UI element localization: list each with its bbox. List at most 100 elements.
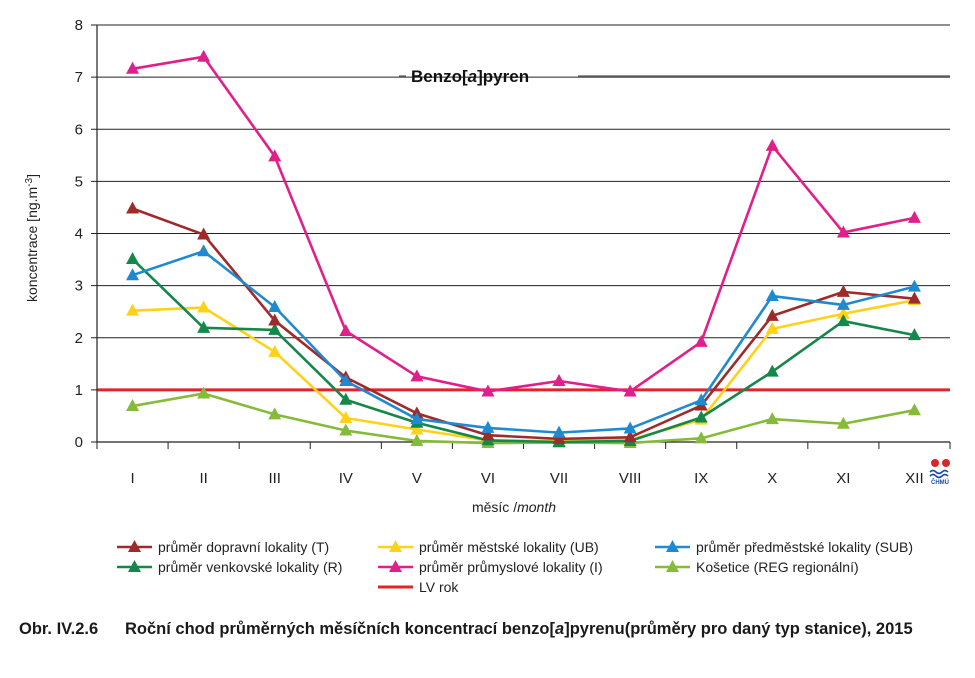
data-point-marker <box>126 252 140 265</box>
data-point-marker <box>907 210 921 223</box>
y-tick-label: 1 <box>75 382 83 399</box>
data-point-marker <box>339 423 353 436</box>
data-point-marker <box>268 313 282 326</box>
series-2 <box>126 293 921 446</box>
data-point-marker <box>126 201 140 214</box>
data-point-marker <box>552 425 566 438</box>
data-point-marker <box>765 289 779 302</box>
data-point-marker <box>339 392 353 405</box>
data-point-marker <box>623 384 637 397</box>
y-tick-label: 0 <box>75 434 83 451</box>
data-point-marker <box>481 420 495 433</box>
series-line <box>132 392 915 445</box>
data-point-marker <box>339 323 353 336</box>
data-point-marker <box>410 433 424 446</box>
series-line <box>131 258 915 444</box>
data-point-marker <box>268 344 282 357</box>
data-point-marker <box>339 411 353 424</box>
legend-swatch-marker <box>666 540 679 552</box>
legend-label: Košetice (REG regionální) <box>696 559 859 575</box>
y-tick-label: 4 <box>75 226 83 243</box>
data-point-marker <box>268 407 282 420</box>
data-point-marker <box>197 49 211 62</box>
legend-label: průměr venkovské lokality (R) <box>158 559 342 575</box>
legend-label: průměr městské lokality (UB) <box>419 539 599 555</box>
series-lines <box>126 49 921 449</box>
data-point-marker <box>907 328 921 341</box>
chmu-logo: ČHMÚ <box>929 459 950 486</box>
data-point-marker <box>197 244 211 257</box>
legend-item-reference: LV rok <box>378 579 459 595</box>
legend: průměr dopravní lokality (T) průměr městs… <box>117 539 913 595</box>
data-point-marker <box>410 422 424 435</box>
data-point-marker <box>197 227 211 240</box>
legend-label: průměr předměstské lokality (SUB) <box>696 539 913 555</box>
data-point-marker <box>197 300 211 313</box>
y-tick-label: 2 <box>75 330 83 347</box>
y-tick-label: 6 <box>75 121 83 138</box>
legend-item: Košetice (REG regionální) <box>655 559 859 575</box>
data-point-marker <box>126 268 140 281</box>
x-tick-label: XII <box>905 470 923 487</box>
data-point-marker <box>694 393 708 406</box>
series-3 <box>126 49 921 397</box>
data-point-marker <box>694 334 708 347</box>
y-tick-labels: 0 1 2 3 4 5 6 7 8 <box>75 17 83 451</box>
chart-title: Benzo[a]pyren <box>411 67 529 86</box>
series-line <box>132 55 915 393</box>
gridlines <box>91 24 950 443</box>
y-tick-label: 5 <box>75 173 83 190</box>
x-tick-label: IV <box>339 470 353 487</box>
data-point-marker <box>907 403 921 416</box>
data-point-marker <box>836 314 850 327</box>
data-point-marker <box>481 384 495 397</box>
data-point-marker <box>765 364 779 377</box>
legend-swatch-marker <box>666 560 679 572</box>
data-point-marker <box>197 386 211 399</box>
legend-swatch-marker <box>389 540 402 552</box>
y-axis-title: koncentrace [ng.m-3] <box>24 174 41 302</box>
data-point-marker <box>339 374 353 387</box>
data-point-marker <box>694 431 708 444</box>
x-tick-label: V <box>412 470 422 487</box>
x-tick-label: I <box>130 470 134 487</box>
data-point-marker <box>410 412 424 425</box>
data-point-marker <box>836 416 850 429</box>
y-tick-label: 7 <box>75 69 83 86</box>
data-point-marker <box>907 291 921 304</box>
data-point-marker <box>126 399 140 412</box>
x-tick-label: VI <box>481 470 495 487</box>
x-tick-label: VIII <box>619 470 642 487</box>
caption-number: Obr. IV.2.6 <box>19 620 99 638</box>
legend-label: průměr dopravní lokality (T) <box>158 539 329 555</box>
series-1 <box>126 252 921 447</box>
data-point-marker <box>907 279 921 292</box>
legend-item: průměr dopravní lokality (T) <box>117 539 329 555</box>
x-tick-label: XI <box>836 470 850 487</box>
data-point-marker <box>623 421 637 434</box>
data-point-marker <box>410 369 424 382</box>
x-tick-label: VII <box>550 470 568 487</box>
legend-label: průměr průmyslové lokality (I) <box>419 559 603 575</box>
series-5 <box>126 386 921 449</box>
data-point-marker <box>552 374 566 387</box>
data-point-marker <box>481 428 495 441</box>
data-point-marker <box>836 306 850 319</box>
legend-item: průměr průmyslové lokality (I) <box>378 559 603 575</box>
legend-swatch-marker <box>128 540 141 552</box>
legend-item: průměr venkovské lokality (R) <box>117 559 342 575</box>
data-point-marker <box>765 321 779 334</box>
svg-text:ČHMÚ: ČHMÚ <box>931 479 949 486</box>
legend-item: průměr městské lokality (UB) <box>378 539 599 555</box>
data-point-marker <box>765 138 779 151</box>
data-point-marker <box>694 410 708 423</box>
x-tick-label: X <box>767 470 777 487</box>
x-tick-label: IX <box>694 470 708 487</box>
legend-swatch-marker <box>128 560 141 572</box>
data-point-marker <box>765 412 779 425</box>
data-point-marker <box>197 320 211 333</box>
data-point-marker <box>552 431 566 444</box>
data-point-marker <box>765 308 779 321</box>
caption-text: Roční chod průměrných měsíčních koncentr… <box>125 620 913 638</box>
